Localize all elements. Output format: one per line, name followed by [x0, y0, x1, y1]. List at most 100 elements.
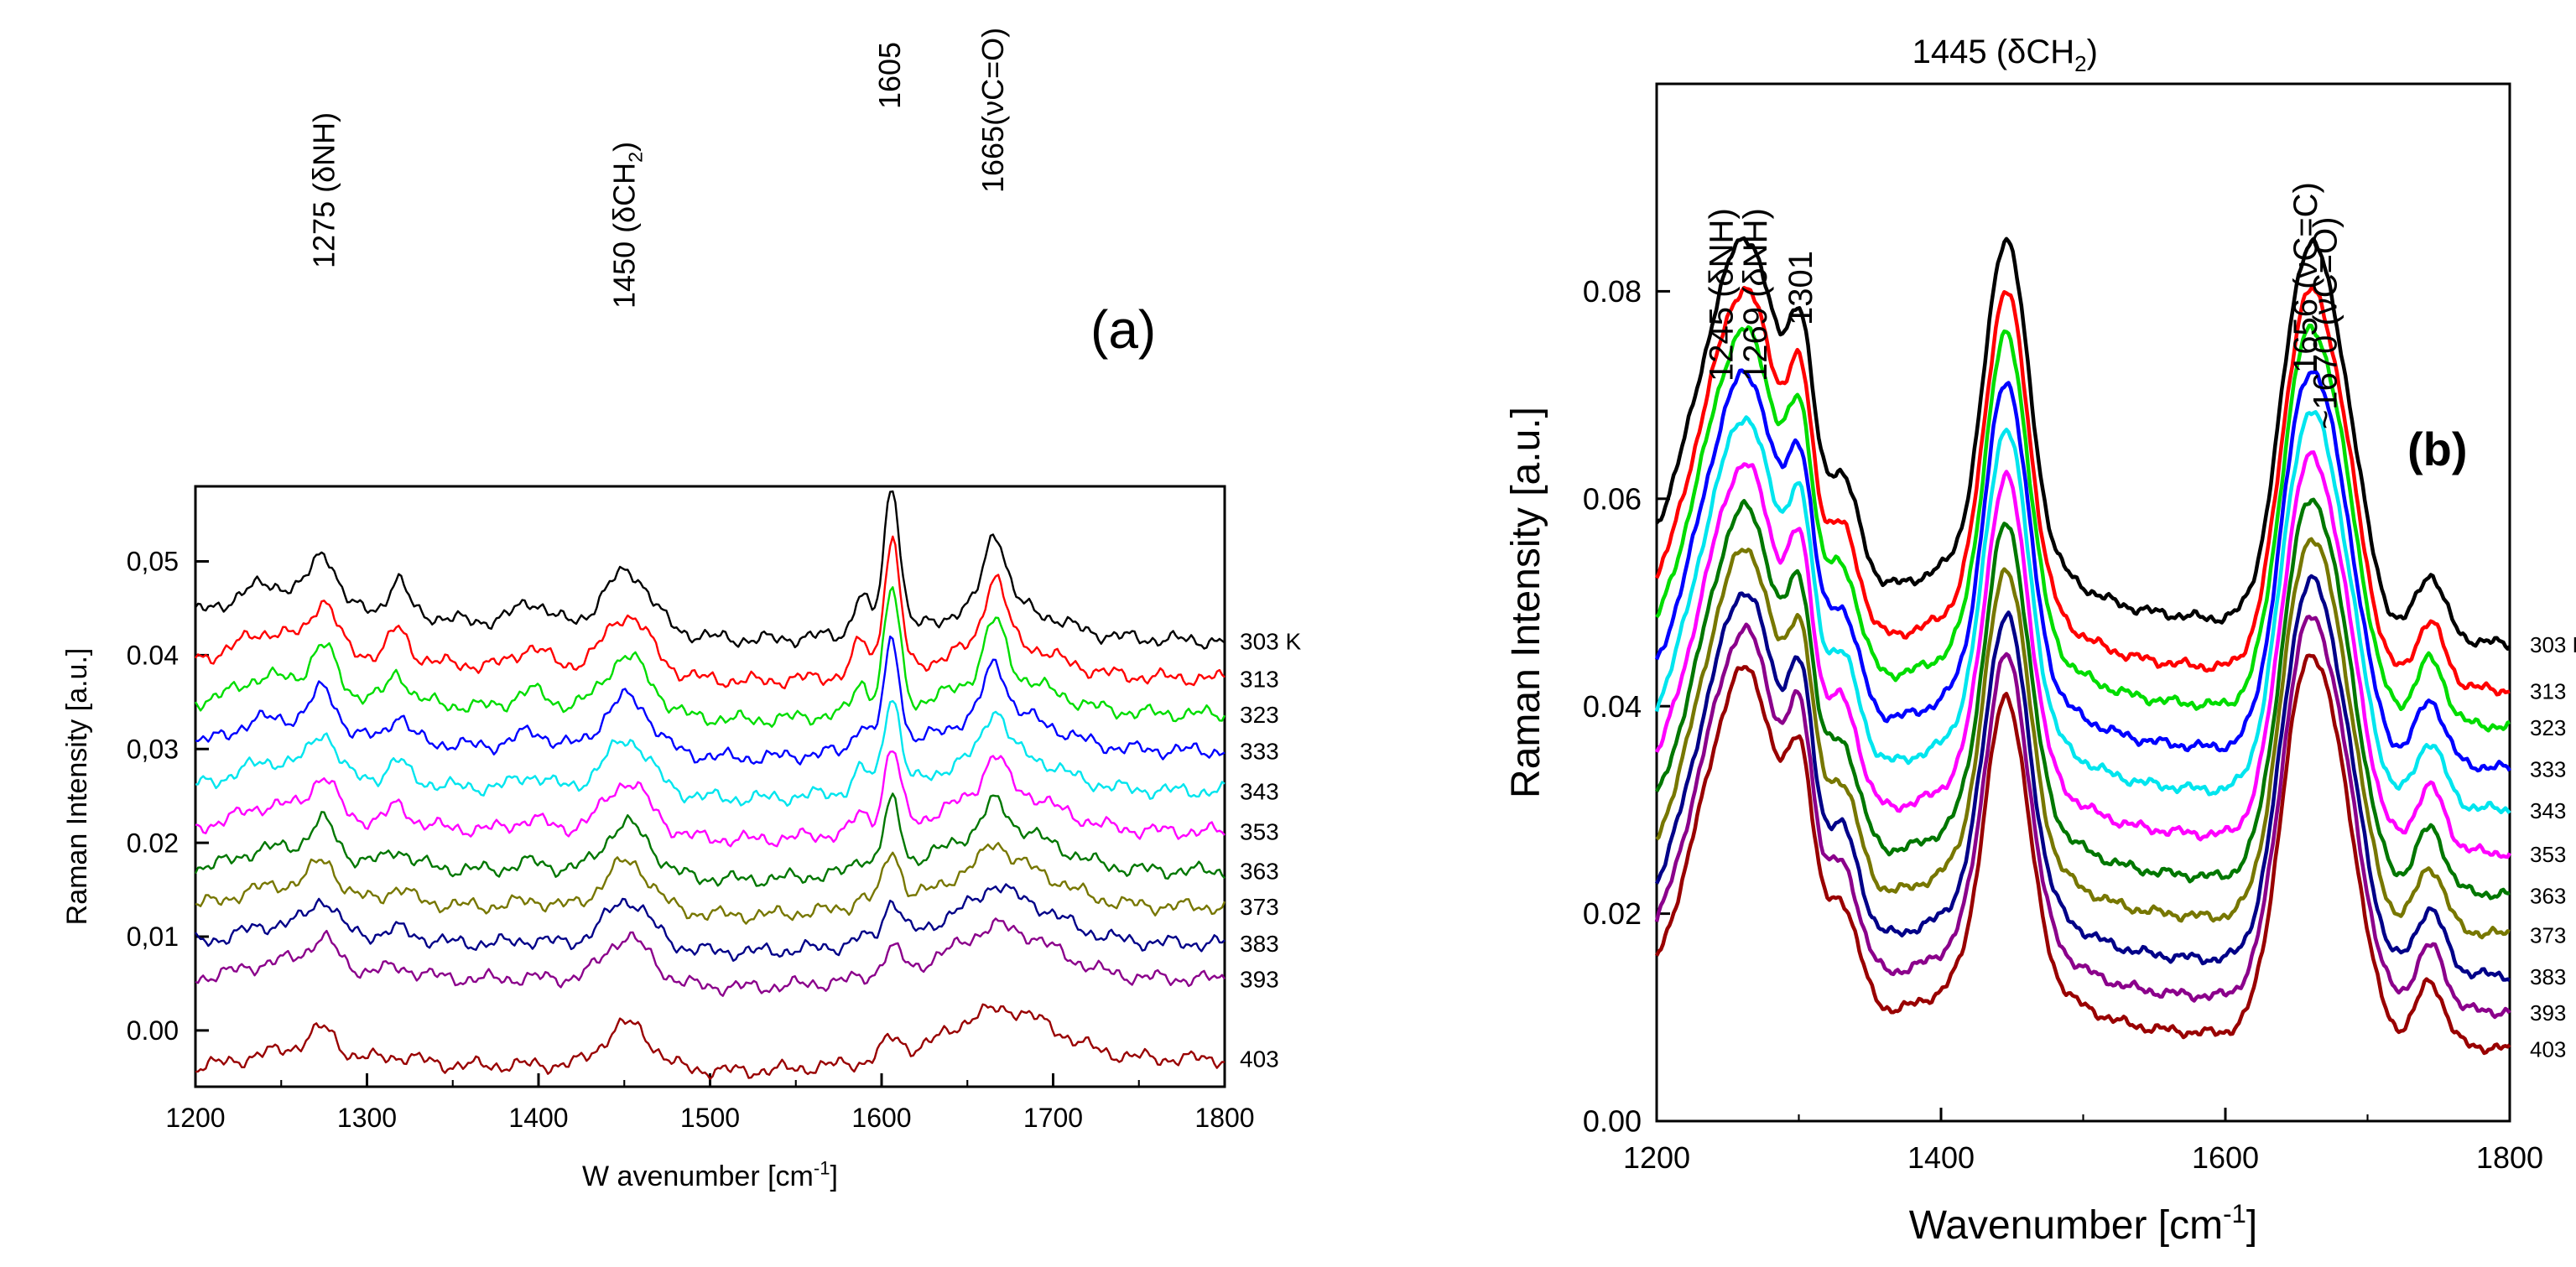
y-tick-label: 0.04	[1583, 689, 1642, 724]
peak-annotation-text: ~1670 (νC=O)	[2308, 217, 2344, 429]
panel-label: (b)	[2407, 423, 2468, 475]
series-label-383K: 383	[1240, 931, 1279, 957]
series-label-393K: 393	[2530, 1000, 2566, 1026]
y-axis-label: Raman Intensity [a.u.]	[61, 648, 93, 926]
peak-annotation-text: 1275 (δNH)	[306, 112, 341, 268]
series-label-403K: 403	[1240, 1046, 1279, 1072]
x-axis-label-end: ]	[2246, 1203, 2257, 1248]
y-tick-label: 0.04	[127, 641, 179, 671]
x-axis-label: W avenumber [cm-1]	[582, 1157, 838, 1192]
series-label-343K: 343	[1240, 779, 1279, 805]
series-label-353K: 353	[2530, 842, 2566, 867]
series-line-343K	[1654, 410, 2511, 815]
series-line-333K	[195, 635, 1226, 766]
series-line-313K	[1654, 285, 2511, 697]
series-label-373K: 373	[2530, 922, 2566, 948]
series-label-333K: 333	[1240, 738, 1279, 764]
peak-annotation: 1450 (δCH2)	[606, 142, 646, 309]
peak-annotation: 1665(νC=O)	[976, 28, 1010, 193]
x-axis-label-text: W avenumber [cm	[582, 1161, 814, 1192]
series-line-393K	[195, 917, 1226, 997]
series-line-383K	[1654, 574, 2511, 983]
x-tick-label: 1400	[1907, 1140, 1975, 1175]
series-line-363K	[1655, 497, 2511, 901]
peak-annotation-text: 1245 (δNH)	[1703, 208, 1740, 382]
series-line-373K	[1655, 537, 2511, 940]
series-line-393K	[1654, 615, 2511, 1020]
series-label-313K: 313	[2530, 679, 2566, 704]
series-label-403K: 403	[2530, 1036, 2566, 1062]
peak-annotation: 1245 (δNH)	[1703, 208, 1740, 382]
peak-annotation: 1301	[1782, 251, 1819, 325]
x-tick-label: 1600	[851, 1103, 911, 1133]
x-tick-label: 1400	[508, 1103, 568, 1133]
series-line-403K	[195, 1003, 1226, 1080]
peak-annotation-text: 1605	[872, 42, 907, 109]
series-line-373K	[195, 842, 1226, 925]
peak-annotation: 1656 (νC=C)	[2287, 182, 2324, 373]
x-tick-label: 1500	[680, 1103, 740, 1133]
series-label-363K: 363	[2530, 883, 2566, 908]
x-tick-label: 1200	[165, 1103, 225, 1133]
x-tick-label: 1200	[1623, 1140, 1690, 1175]
y-tick-label: 0.02	[127, 828, 179, 858]
plot-frame	[194, 485, 1226, 1088]
series-line-353K	[195, 750, 1226, 848]
x-tick-label: 1700	[1023, 1103, 1083, 1133]
series-line-363K	[194, 792, 1226, 887]
panel-b-temperature-raman-spectra: 1200 1400 1600 1800 0.00 0.02 0.04 0.06 0.08 303 …	[1504, 34, 2576, 1248]
series-line-353K	[1654, 450, 2511, 859]
series-label-313K: 313	[1240, 666, 1279, 692]
series-line-303K	[194, 490, 1226, 650]
x-axis-label-sup: -1	[2223, 1199, 2246, 1228]
series-label-303K: 303 K	[2530, 632, 2576, 657]
series-label-323K: 323	[2530, 715, 2566, 740]
x-axis-label: Wavenumber [cm-1]	[1909, 1199, 2257, 1248]
peak-annotation-text: 1269 (δNH)	[1737, 208, 1774, 382]
series-line-343K	[195, 699, 1226, 807]
x-axis-label-end: ]	[830, 1161, 838, 1192]
series-label-393K: 393	[1240, 966, 1279, 992]
y-tick-label: 0,03	[127, 734, 179, 764]
y-tick-label: 0,01	[127, 922, 179, 952]
y-axis-label: Raman Intensity [a.u.]	[1504, 407, 1548, 798]
x-axis-label-text: Wavenumber [cm	[1909, 1203, 2223, 1248]
y-tick-label: 0.00	[127, 1015, 179, 1046]
y-tick-label: 0.06	[1583, 481, 1642, 516]
series-label-333K: 333	[2530, 756, 2566, 781]
y-tick-label: 0.00	[1583, 1104, 1642, 1139]
panel-label: (a)	[1090, 299, 1156, 360]
y-tick-label: 0.02	[1583, 896, 1642, 931]
peak-annotation: ~1670 (νC=O)	[2308, 217, 2344, 429]
x-tick-label: 1300	[337, 1103, 397, 1133]
peak-annotation-text: 1445 (δCH	[1912, 34, 2074, 70]
series-line-323K	[1655, 323, 2511, 733]
series-label-343K: 343	[2530, 798, 2566, 823]
series-label-323K: 323	[1240, 702, 1279, 728]
panel-a-temperature-raman-spectra: 1200 1300 1400 1500 1600 1700 1800 0.00 0,01 0.02…	[61, 28, 1301, 1192]
x-tick-label: 1800	[1194, 1103, 1254, 1133]
series-label-303K: 303 K	[1240, 629, 1301, 655]
peak-annotation-tail: )	[2087, 34, 2098, 70]
peak-annotation-text: 1665(νC=O)	[976, 28, 1010, 193]
series-label-383K: 383	[2530, 964, 2566, 989]
x-axis-label-sup: -1	[814, 1157, 830, 1178]
series-line-383K	[195, 883, 1226, 962]
peak-annotation: 1269 (δNH)	[1737, 208, 1774, 382]
series-label-353K: 353	[1240, 819, 1279, 845]
y-tick-label: 0,05	[127, 547, 179, 577]
series-label-373K: 373	[1240, 894, 1279, 920]
peak-annotation-text: 1301	[1782, 251, 1819, 325]
series-line-323K	[194, 586, 1226, 728]
peak-annotation-text: 1656 (νC=C)	[2287, 182, 2324, 373]
peak-annotation-sub: 2	[624, 152, 646, 163]
series-line-313K	[195, 535, 1226, 690]
peak-annotation-sub: 2	[2074, 51, 2086, 76]
series-line-333K	[1654, 368, 2511, 773]
peak-annotation: 1605	[872, 42, 907, 109]
peak-annotation: 1445 (δCH2)	[1912, 34, 2098, 76]
peak-annotation-text: 1450 (δCH	[606, 163, 641, 309]
x-tick-label: 1800	[2476, 1140, 2543, 1175]
peak-annotation: 1275 (δNH)	[306, 112, 341, 268]
